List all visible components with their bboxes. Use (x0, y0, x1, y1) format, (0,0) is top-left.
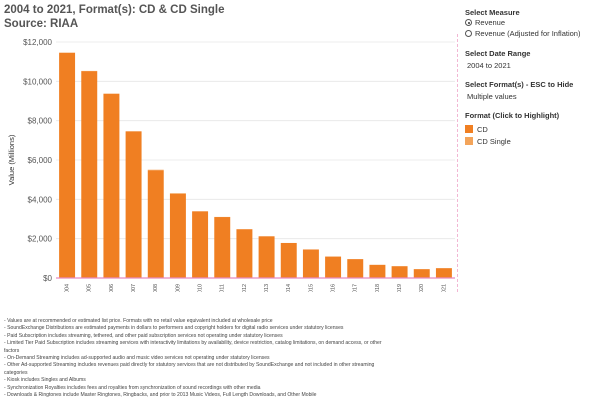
bar-cd (214, 217, 231, 278)
panel-divider (457, 34, 458, 292)
bar-cd (280, 242, 297, 278)
bar-cd (59, 52, 76, 278)
bar-cd (103, 93, 120, 278)
page-subtitle: Source: RIAA (4, 18, 79, 30)
footnote: - Limited Tier Paid Subscription include… (4, 340, 382, 354)
footnotes: - Values are at recommended or estimated… (4, 318, 384, 399)
x-tick-label: 2020 (419, 284, 425, 292)
y-tick-label: $2,000 (28, 235, 53, 244)
date-range-label: Select Date Range (465, 49, 531, 58)
footnote: - Downloads & Ringtones include Master R… (4, 392, 317, 399)
x-tick-label: 2018 (375, 284, 381, 292)
x-tick-label: 2008 (153, 284, 159, 292)
footnote: - Paid Subscription includes streaming, … (4, 332, 283, 339)
x-tick-label: 2005 (87, 284, 93, 292)
bar-cd (192, 211, 209, 278)
x-tick-label: 2016 (331, 284, 337, 292)
footnote: - On-Demand Streaming includes ad-suppor… (4, 355, 270, 362)
x-tick-label: 2013 (264, 284, 270, 292)
x-tick-label: 2017 (353, 284, 359, 292)
x-tick-label: 2010 (198, 284, 204, 292)
bar-cd (435, 268, 452, 278)
date-range-value[interactable]: 2004 to 2021 (467, 61, 511, 70)
y-tick-label: $8,000 (28, 117, 53, 126)
cd-single-swatch-icon (465, 137, 473, 145)
bar-cd (347, 259, 364, 278)
measure-option-adjusted[interactable]: Revenue (Adjusted for Inflation) (465, 28, 600, 39)
y-tick-label: $10,000 (23, 77, 52, 86)
legend-label: Format (Click to Highlight) (465, 111, 560, 120)
y-tick-label: $0 (43, 274, 52, 283)
bar-cd (169, 193, 186, 278)
x-tick-label: 2007 (131, 284, 137, 292)
legend-item-label: CD (477, 124, 488, 134)
bar-cd (236, 229, 253, 278)
bar-cd-single (147, 169, 164, 171)
bar-cd (369, 264, 386, 278)
measure-option-revenue[interactable]: Revenue (465, 17, 600, 28)
legend-item-cd-single[interactable]: CD Single (465, 135, 600, 147)
x-tick-label: 2004 (65, 284, 71, 292)
page-title: 2004 to 2021, Format(s): CD & CD Single (4, 4, 225, 16)
legend-item-cd[interactable]: CD (465, 123, 600, 135)
formats-value[interactable]: Multiple values (467, 92, 517, 101)
x-tick-label: 2012 (242, 284, 248, 292)
x-tick-label: 2011 (220, 284, 226, 292)
bar-cd (391, 266, 408, 278)
footnote: - Other Ad-supported Streaming includes … (4, 362, 375, 376)
radio-unselected-icon[interactable] (465, 30, 472, 37)
x-tick-label: 2015 (308, 284, 314, 292)
bar-cd (413, 269, 430, 278)
footnote: - Values are at recommended or estimated… (4, 318, 273, 324)
x-tick-label: 2006 (109, 284, 115, 292)
bar-chart[interactable]: $0 $2,000 $4,000 $6,000 $8,000 $10,000 $12,000… (0, 34, 460, 292)
footnote: - SoundExchange Distributions are estima… (4, 325, 344, 332)
bar-cd (81, 71, 98, 279)
bar-cd (258, 236, 275, 278)
formats-label: Select Format(s) - ESC to Hide (465, 80, 574, 89)
x-tick-label: 2014 (286, 284, 292, 292)
y-tick-label: $6,000 (28, 156, 53, 165)
bar-cd (147, 170, 164, 278)
radio-selected-icon[interactable] (465, 19, 472, 26)
y-tick-label: $4,000 (28, 195, 53, 204)
chart-title-block: 2004 to 2021, Format(s): CD & CD Single … (4, 3, 224, 31)
measure-label: Select Measure (465, 8, 520, 17)
legend-item-label: CD Single (477, 136, 511, 146)
footnote: - Kiosk includes Singles and Albums (4, 377, 86, 384)
y-axis-label: Value (Millions) (7, 134, 16, 185)
bar-cd (325, 256, 342, 278)
x-tick-label: 2019 (397, 284, 403, 292)
measure-option-label: Revenue (475, 18, 506, 27)
bar-cd (302, 249, 319, 278)
cd-swatch-icon (465, 125, 473, 133)
bar-chart-svg: $0 $2,000 $4,000 $6,000 $8,000 $10,000 $12,000… (7, 38, 455, 292)
measure-option-label: Revenue (Adjusted for Inflation) (475, 29, 581, 38)
footnote: - Synchronization Royalties includes fee… (4, 384, 261, 391)
bar-cd-single (169, 193, 186, 194)
x-tick-label: 2021 (441, 284, 447, 292)
controls-panel: Select Measure Revenue Revenue (Adjusted… (465, 6, 600, 147)
y-tick-label: $12,000 (23, 38, 52, 47)
bar-cd (125, 131, 142, 278)
x-tick-label: 2009 (175, 284, 181, 292)
